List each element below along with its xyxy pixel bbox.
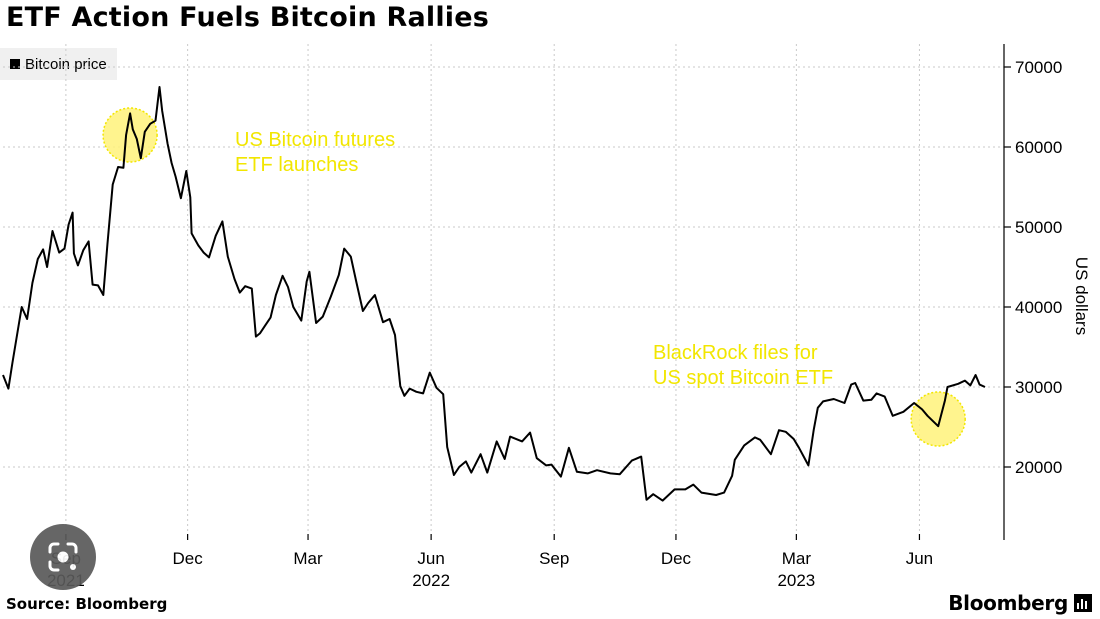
x-year-label: 2023 bbox=[777, 571, 815, 590]
annotation-text: BlackRock files for bbox=[653, 342, 818, 364]
highlight-circles bbox=[102, 107, 966, 447]
y-axis-label: US dollars bbox=[1072, 257, 1091, 335]
gridlines bbox=[3, 44, 1004, 540]
x-year-label: 2022 bbox=[412, 571, 450, 590]
y-tick-label: 70000 bbox=[1015, 58, 1062, 77]
x-axis: Sep2021DecMarJun2022SepDecMar2023Jun bbox=[47, 534, 933, 590]
y-tick-label: 20000 bbox=[1015, 458, 1062, 477]
annotations: US Bitcoin futures ETF launches BlackRock … bbox=[235, 129, 833, 389]
x-tick-label: Dec bbox=[661, 549, 692, 568]
y-tick-label: 60000 bbox=[1015, 138, 1062, 157]
highlight-circle bbox=[102, 107, 158, 163]
x-tick-label: Jun bbox=[417, 549, 444, 568]
lens-glyph-icon bbox=[48, 542, 78, 572]
x-tick-label: Jun bbox=[906, 549, 933, 568]
highlight-circle bbox=[910, 391, 966, 447]
annotation-text: US Bitcoin futures bbox=[235, 129, 395, 151]
source-label: Source: Bloomberg bbox=[6, 595, 168, 613]
x-tick-label: Sep bbox=[539, 549, 569, 568]
y-tick-label: 30000 bbox=[1015, 378, 1062, 397]
brand-wordmark: Bloomberg bbox=[948, 591, 1068, 615]
annotation-text: ETF launches bbox=[235, 154, 358, 176]
chart-title: ETF Action Fuels Bitcoin Rallies bbox=[6, 2, 490, 33]
y-tick-label: 50000 bbox=[1015, 218, 1062, 237]
brand-logo: Bloomberg bbox=[948, 591, 1092, 615]
x-tick-label: Mar bbox=[293, 549, 323, 568]
y-tick-label: 40000 bbox=[1015, 298, 1062, 317]
y-axis: 20000 30000 40000 50000 60000 70000 bbox=[1004, 58, 1062, 477]
annotation-text: US spot Bitcoin ETF bbox=[653, 367, 833, 389]
x-tick-label: Mar bbox=[782, 549, 812, 568]
legend-swatch bbox=[10, 59, 20, 69]
bloomberg-terminal-icon bbox=[1074, 594, 1092, 612]
google-lens-icon[interactable] bbox=[30, 524, 96, 590]
x-tick-label: Dec bbox=[173, 549, 204, 568]
price-line bbox=[2, 86, 986, 502]
